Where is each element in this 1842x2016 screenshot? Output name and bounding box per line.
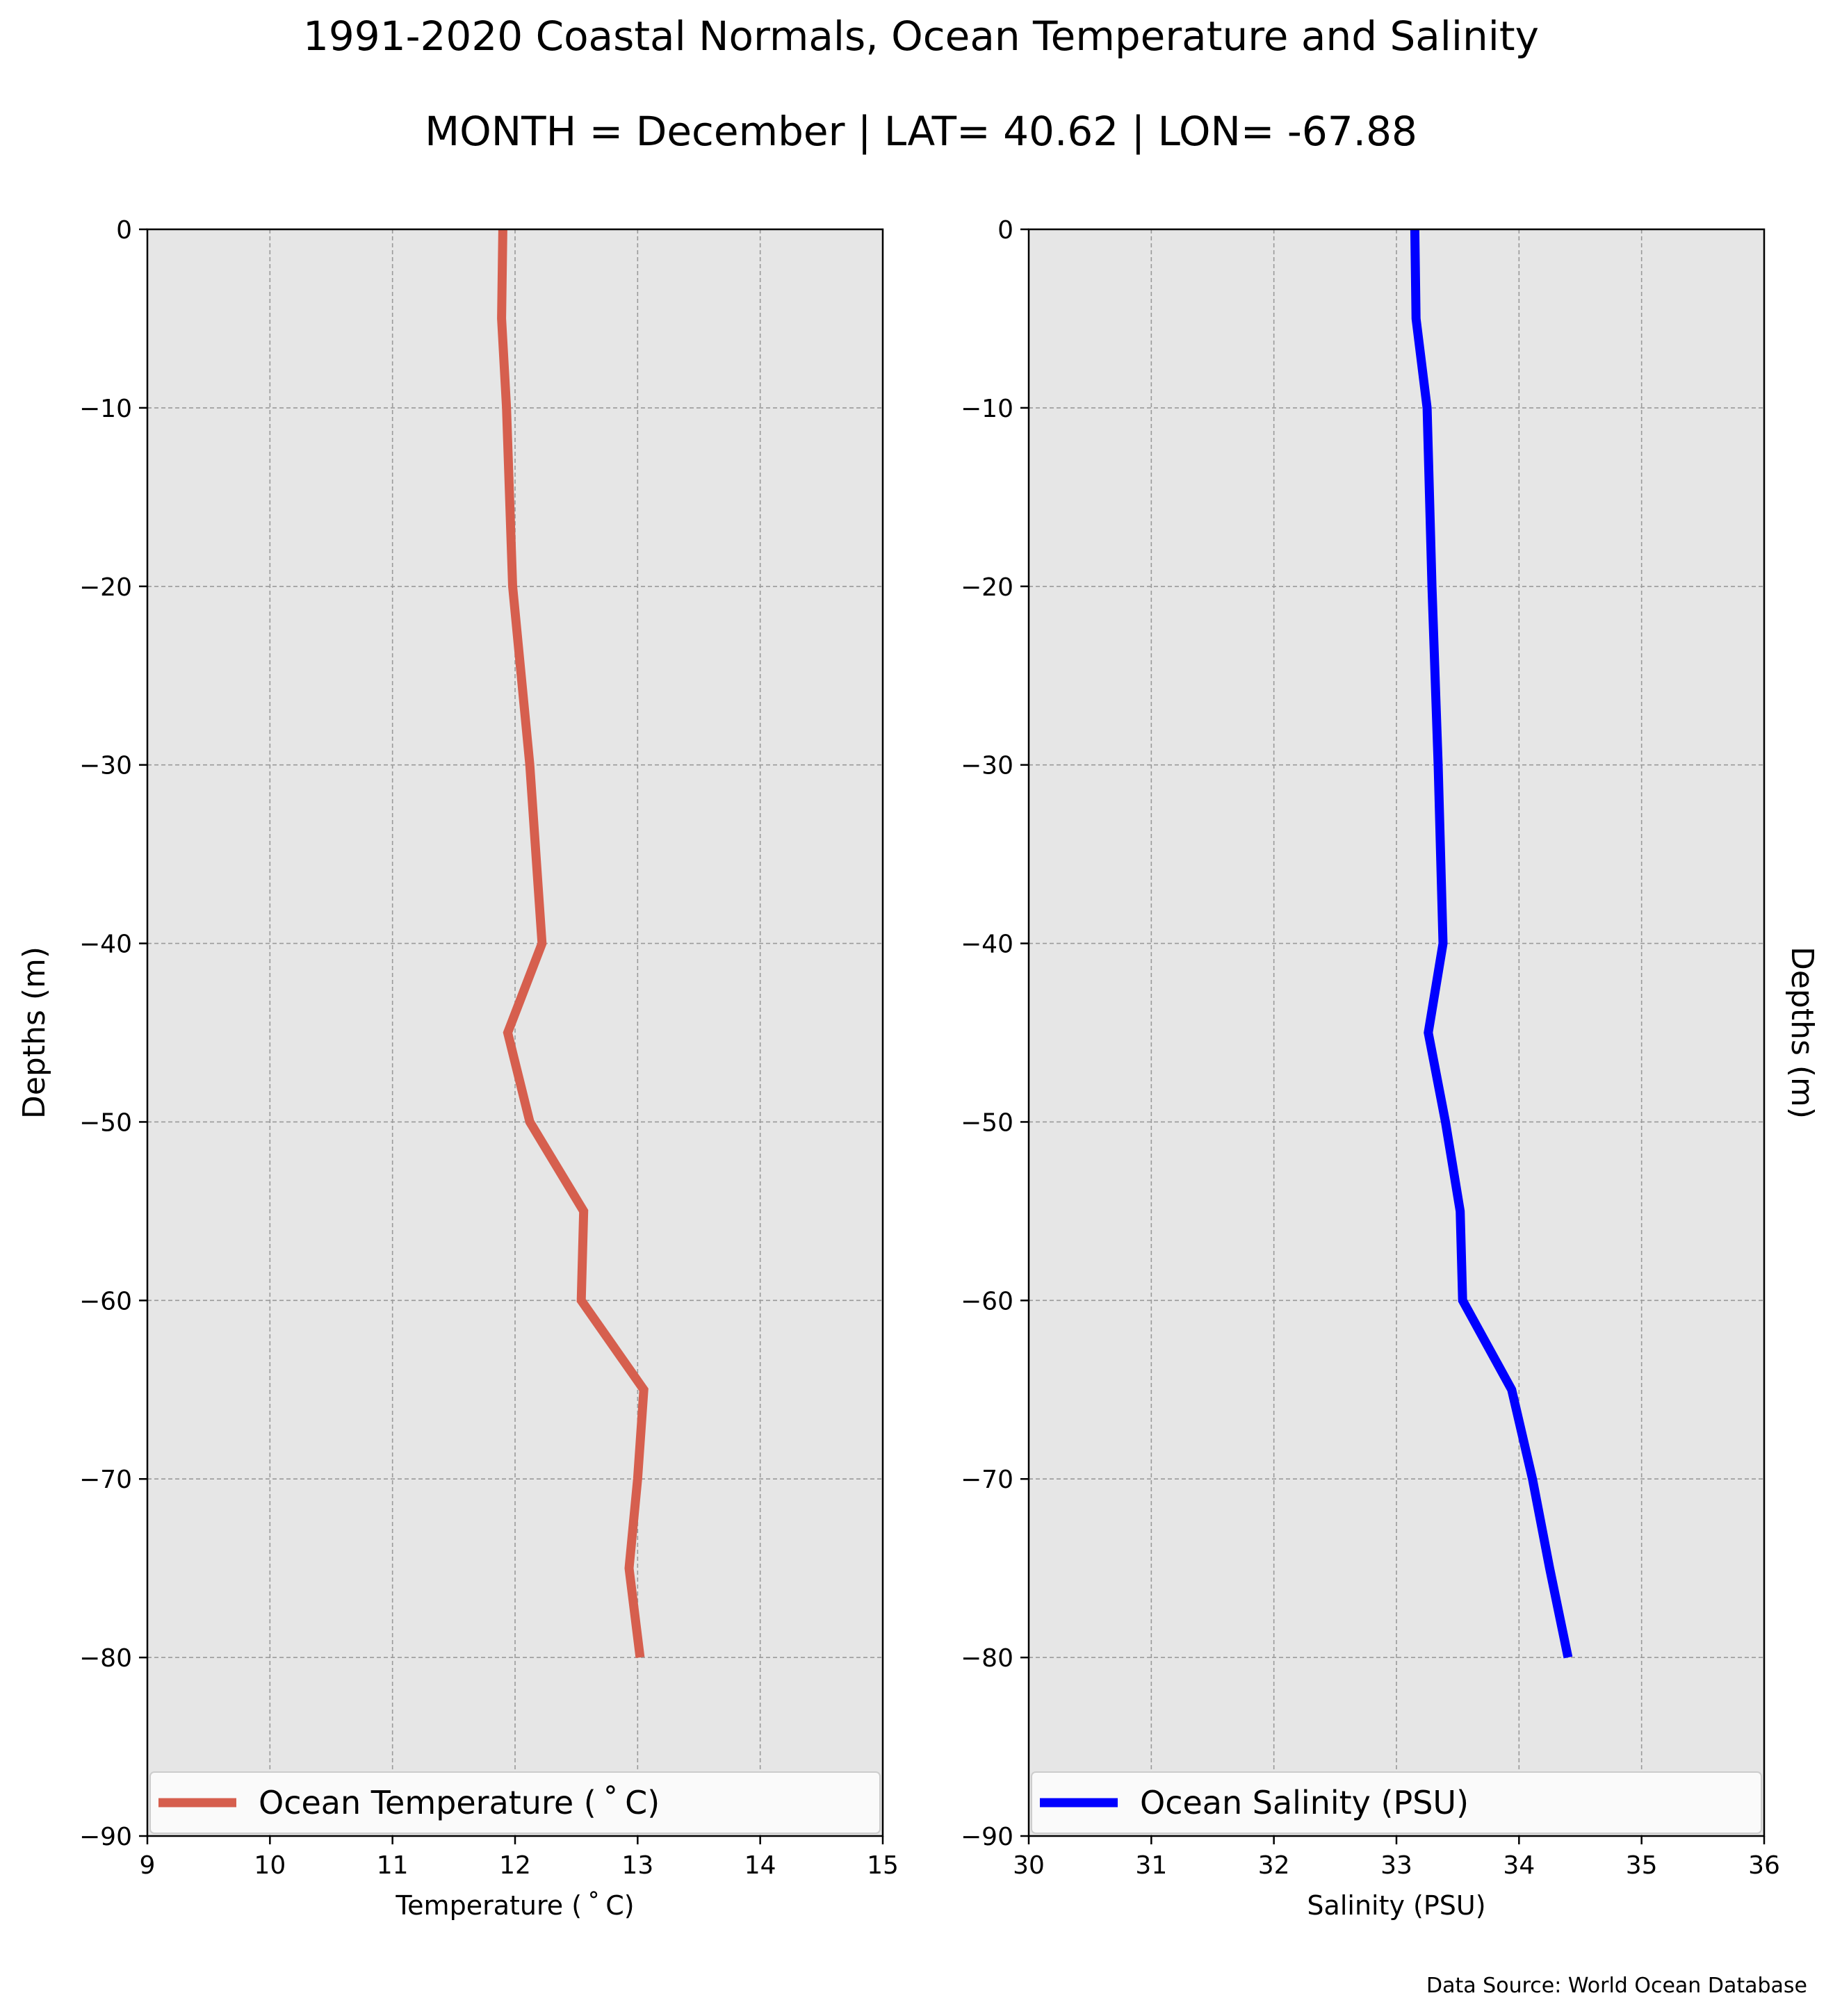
y-tick-label: −90 bbox=[79, 1823, 132, 1851]
x-tick-label: 30 bbox=[1013, 1851, 1045, 1880]
x-tick-label: 34 bbox=[1503, 1851, 1535, 1880]
panel-temperature: Ocean Temperature ( ˚ C) 9 10 11 12 13 14 15 0 −1… bbox=[17, 216, 899, 1921]
y-tick-label: −10 bbox=[79, 395, 132, 423]
y-tick-label: −50 bbox=[961, 1108, 1013, 1137]
y-tick-label: −60 bbox=[961, 1287, 1013, 1316]
y-tick-label: −30 bbox=[79, 752, 132, 780]
x-axis-label: Temperature ( ˚ C) bbox=[395, 1890, 634, 1921]
chart-title: 1991-2020 Coastal Normals, Ocean Tempera… bbox=[303, 13, 1539, 60]
y-tick-label: −90 bbox=[961, 1823, 1013, 1851]
y-tick-label: −30 bbox=[961, 752, 1013, 780]
panel-salinity: Ocean Salinity (PSU) 30 31 32 33 34 35 36 0 −10 −2… bbox=[961, 216, 1820, 1921]
y-tick-label: −70 bbox=[961, 1466, 1013, 1494]
x-tick-label: 14 bbox=[744, 1851, 776, 1880]
y-tick-label: −50 bbox=[79, 1108, 132, 1137]
x-tick-label: 31 bbox=[1135, 1851, 1167, 1880]
series-line-salinity bbox=[1410, 229, 1573, 1659]
y-tick-label: −10 bbox=[961, 395, 1013, 423]
series-line-temperature bbox=[497, 229, 649, 1658]
x-tick-label: 15 bbox=[867, 1851, 899, 1880]
y-axis-label: Depths (m) bbox=[1784, 946, 1820, 1119]
x-axis-label: Salinity (PSU) bbox=[1307, 1890, 1485, 1921]
y-tick-label: −80 bbox=[79, 1644, 132, 1673]
x-tick-label: 32 bbox=[1258, 1851, 1290, 1880]
chart-subtitle: MONTH = December | LAT= 40.62 | LON= -67… bbox=[425, 108, 1417, 155]
y-tick-label: −80 bbox=[961, 1644, 1013, 1673]
x-tick-label: 11 bbox=[377, 1851, 409, 1880]
y-tick-label: −70 bbox=[79, 1466, 132, 1494]
legend: Ocean Salinity (PSU) bbox=[1031, 1771, 1762, 1834]
x-tick-label: 33 bbox=[1380, 1851, 1412, 1880]
y-tick-label: 0 bbox=[997, 216, 1013, 245]
y-tick-label: −40 bbox=[961, 931, 1013, 959]
y-tick-label: −40 bbox=[79, 931, 132, 959]
legend: Ocean Temperature ( ˚ C) bbox=[149, 1771, 881, 1834]
x-tick-label: 12 bbox=[499, 1851, 531, 1880]
y-axis-label: Depths (m) bbox=[17, 946, 52, 1119]
y-tick-label: 0 bbox=[116, 216, 132, 245]
x-tick-label: 10 bbox=[254, 1851, 286, 1880]
y-tick-label: −20 bbox=[961, 573, 1013, 602]
legend-box bbox=[149, 1771, 881, 1834]
data-source-note: Data Source: World Ocean Database bbox=[1426, 1974, 1807, 1998]
x-tick-label: 13 bbox=[621, 1851, 653, 1880]
x-tick-label: 36 bbox=[1748, 1851, 1780, 1880]
x-tick-label: 9 bbox=[140, 1851, 156, 1880]
y-tick-label: −60 bbox=[79, 1287, 132, 1316]
x-tick-label: 35 bbox=[1626, 1851, 1658, 1880]
legend-box bbox=[1031, 1771, 1762, 1834]
y-tick-label: −20 bbox=[79, 573, 132, 602]
legend-label: Ocean Salinity (PSU) bbox=[1140, 1784, 1469, 1821]
legend-label: Ocean Temperature ( ˚ C) bbox=[259, 1784, 660, 1821]
